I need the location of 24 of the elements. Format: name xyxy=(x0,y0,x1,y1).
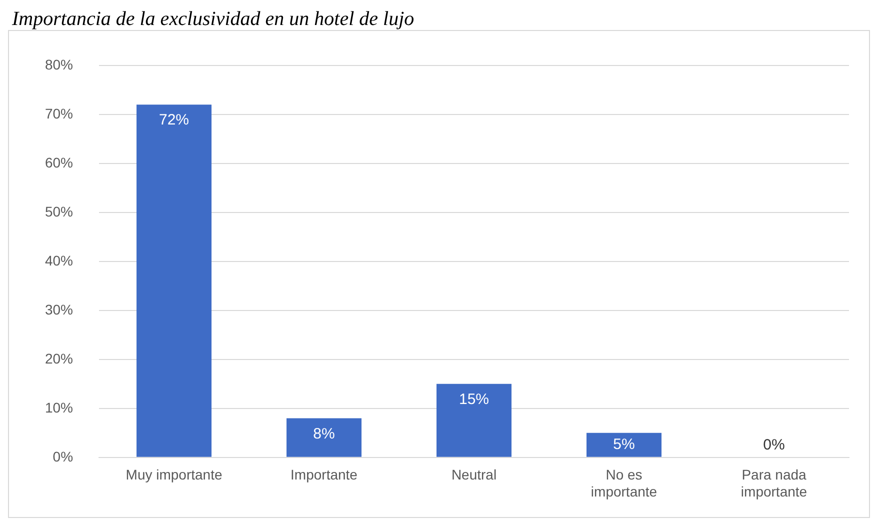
bar xyxy=(586,432,662,457)
x-tick-label: No es importante xyxy=(590,466,658,500)
y-tick-label: 70% xyxy=(44,105,74,122)
bar xyxy=(436,384,512,457)
y-tick-label: 40% xyxy=(44,252,74,268)
data-label: 15% xyxy=(458,391,490,408)
y-tick-label: 30% xyxy=(44,301,74,318)
bar xyxy=(136,104,212,457)
y-tick-label: 0% xyxy=(52,448,74,464)
x-tick-label: Muy importante xyxy=(126,466,222,483)
data-label: 0% xyxy=(763,436,785,454)
data-label: 72% xyxy=(159,112,190,129)
data-label: 8% xyxy=(313,425,335,442)
y-tick-label: 80% xyxy=(44,56,74,72)
y-tick-label: 50% xyxy=(44,203,74,220)
chart-title: Importancia de la exclusividad en un hotel de lujo xyxy=(11,8,416,30)
bar xyxy=(286,418,362,457)
y-tick-label: 60% xyxy=(44,154,74,170)
x-tick-label: Para nada importante xyxy=(740,466,808,500)
data-label: 5% xyxy=(613,436,635,454)
y-tick-label: 20% xyxy=(44,350,74,366)
x-tick-label: Importante xyxy=(290,466,358,483)
x-tick-label: Neutral xyxy=(451,466,497,483)
y-tick-label: 10% xyxy=(44,399,74,416)
